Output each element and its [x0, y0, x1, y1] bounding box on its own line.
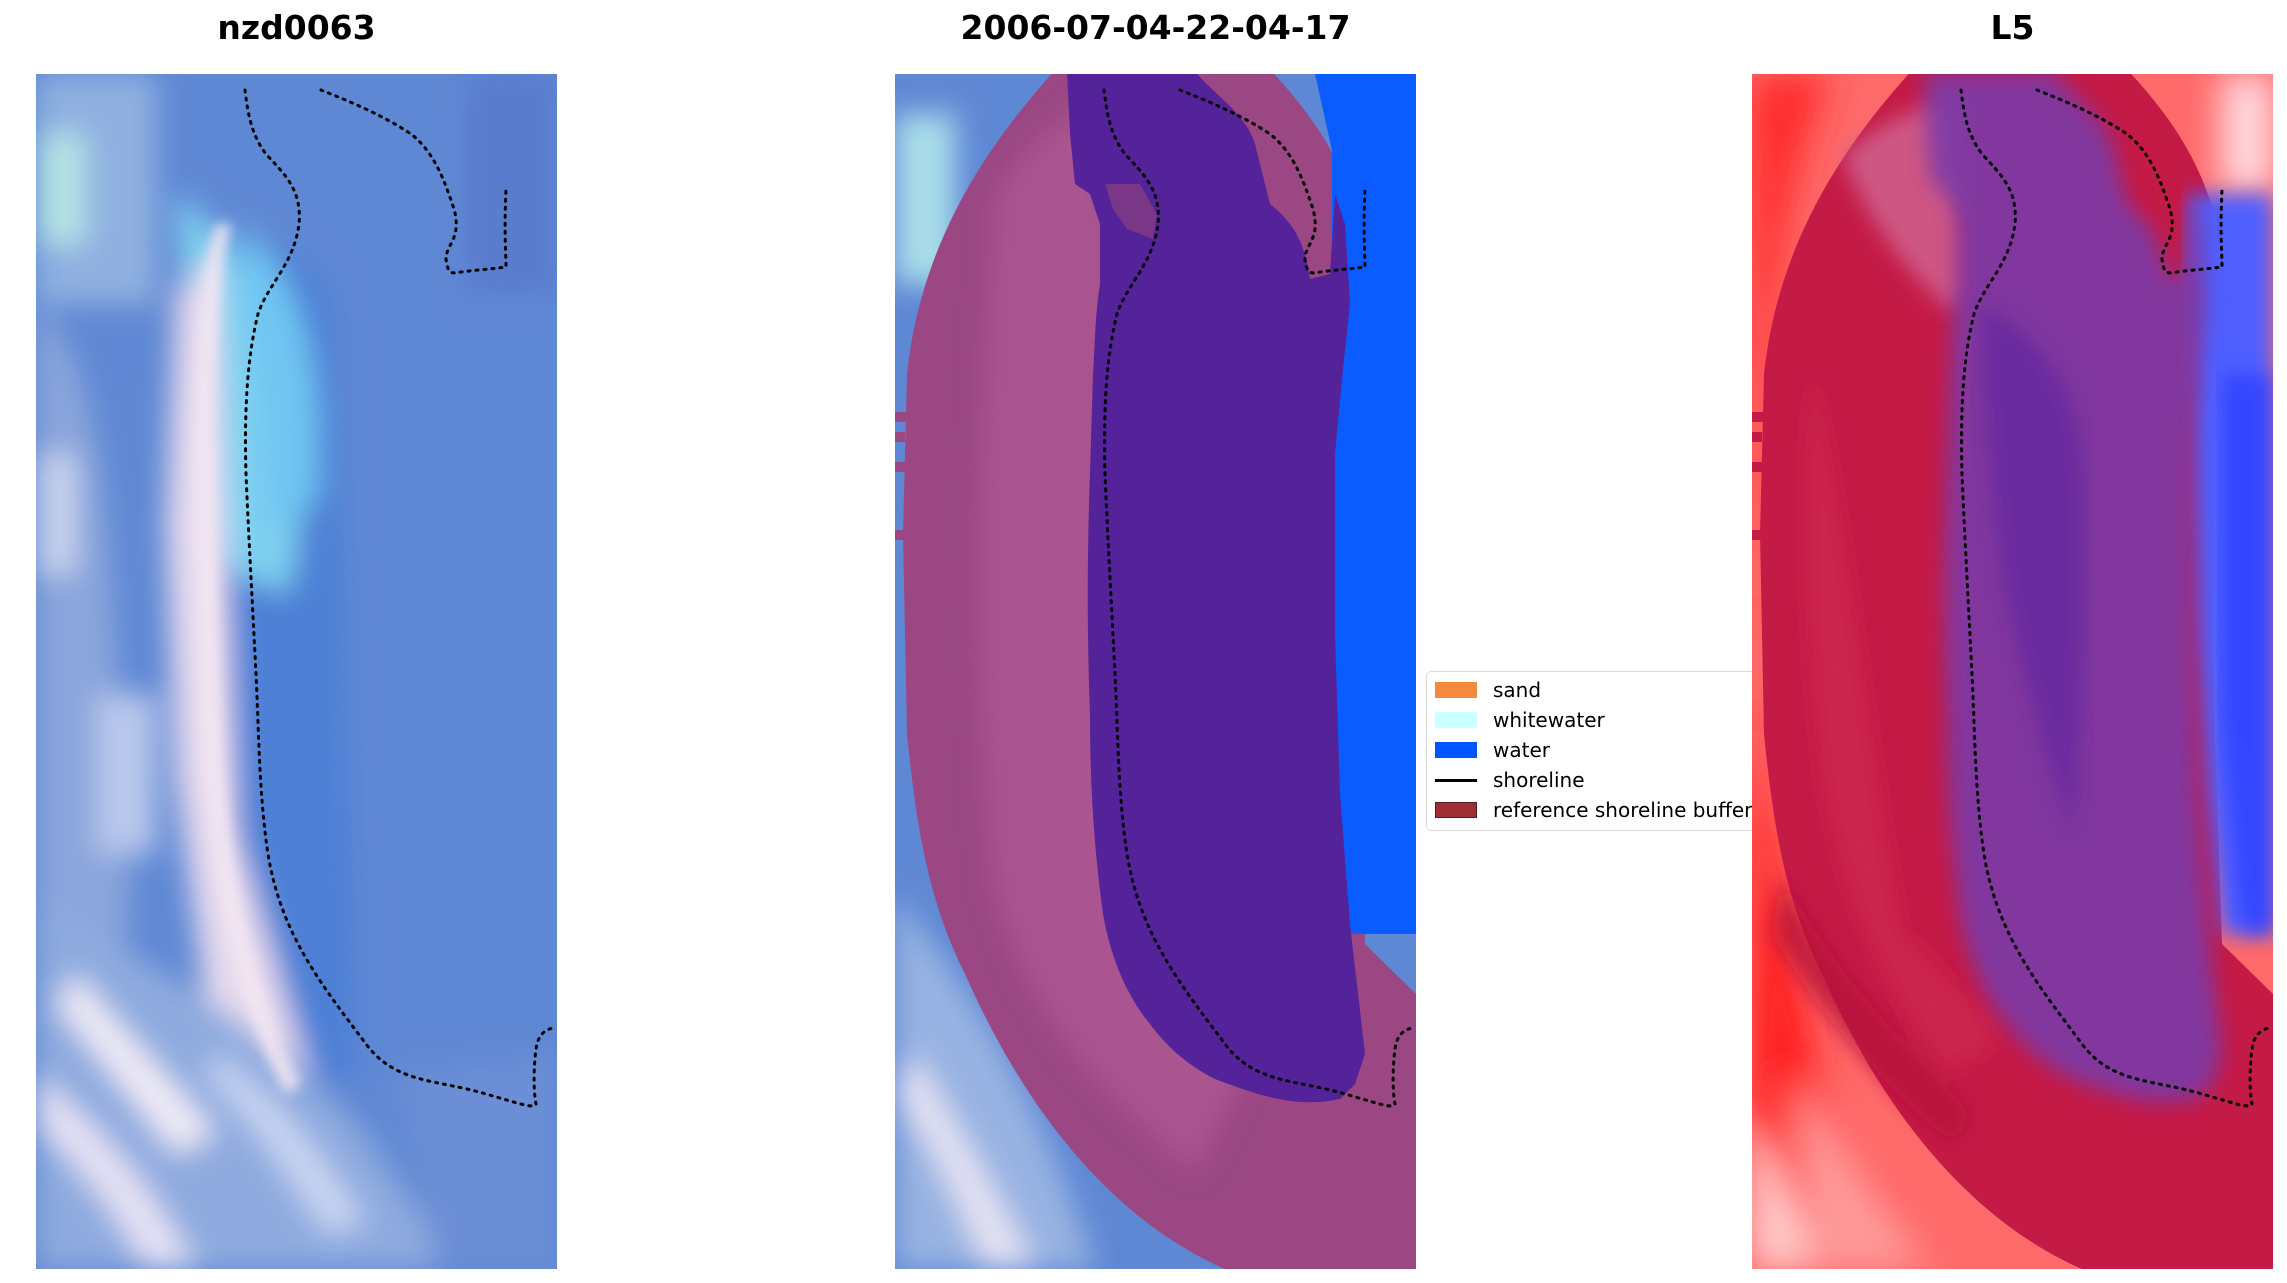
- reference-buffer-swatch: [1435, 802, 1477, 818]
- image-texture: [36, 74, 557, 1269]
- shoreline-dotted: [1102, 88, 1415, 1108]
- shoreline-dotted-north: [1178, 88, 1367, 275]
- image-texture: [895, 114, 1095, 1269]
- shoreline-dotted-north: [2035, 88, 2224, 275]
- legend-item-sand: sand: [1435, 677, 1541, 703]
- index-water-strong: [2222, 374, 2273, 934]
- lagoon-notch: [1105, 184, 1157, 239]
- lagoon-classified-water: [1067, 74, 1365, 1103]
- index-lagoon-mottle: [1982, 304, 2084, 834]
- sand-swatch: [1435, 682, 1477, 698]
- panel-title-image: nzd0063: [217, 8, 376, 47]
- index-image-panel: [1752, 74, 2273, 1269]
- shoreline-dotted-north: [319, 88, 508, 275]
- legend-item-water: water: [1435, 737, 1550, 763]
- legend: sand whitewater water shoreline referenc…: [1426, 671, 1758, 831]
- shoreline-dotted: [243, 88, 556, 1108]
- water-swatch: [1435, 742, 1477, 758]
- classified-image-panel: [895, 74, 1416, 1269]
- index-texture: [1752, 74, 2273, 1269]
- legend-item-reference-buffer: reference shoreline buffer: [1435, 797, 1752, 823]
- whitewater-swatch: [1435, 712, 1477, 728]
- white-sand-strip: [195, 224, 301, 1094]
- classified-water-shoulder: [1315, 74, 1416, 164]
- legend-item-shoreline: shoreline: [1435, 767, 1585, 793]
- shoreline-dotted: [1959, 88, 2272, 1108]
- classified-water: [1332, 74, 1416, 934]
- legend-item-whitewater: whitewater: [1435, 707, 1605, 733]
- panel-title-classified: 2006-07-04-22-04-17: [960, 8, 1351, 47]
- rgb-image-panel: [36, 74, 557, 1269]
- panel-title-index: L5: [1990, 8, 2035, 47]
- shoreline-line-swatch: [1435, 778, 1477, 782]
